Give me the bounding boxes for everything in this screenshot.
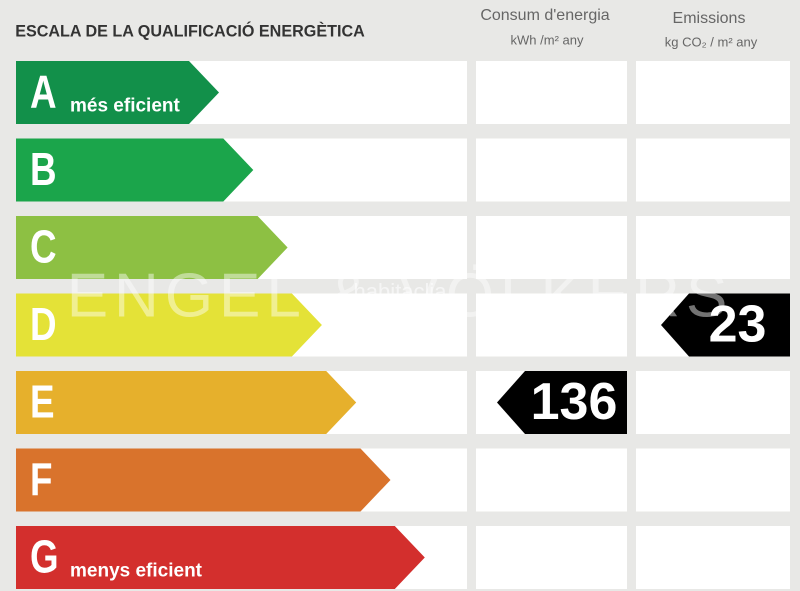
rating-arrow — [16, 216, 288, 279]
rating-label: més eficient — [70, 96, 180, 117]
column-unit: kg CO₂ / m² any — [665, 34, 758, 49]
rating-letter: E — [30, 376, 55, 428]
rating-letter: C — [30, 221, 57, 273]
watermark: ENGEL & VÖLKERS — [67, 261, 734, 330]
indicator-arrow — [661, 293, 790, 357]
watermark: habitaclia — [354, 279, 448, 304]
rating-letter: D — [30, 298, 57, 350]
row-cell — [476, 293, 627, 357]
title: ESCALA DE LA QUALIFICACIÓ ENERGÈTICA — [15, 21, 365, 40]
rating-letter: G — [30, 531, 59, 583]
rating-label: menys eficient — [70, 561, 203, 582]
row-cell — [476, 138, 627, 202]
rating-letter: A — [30, 66, 57, 118]
row-cell — [476, 526, 627, 589]
column-title: Consum d'energia — [480, 7, 609, 24]
column-unit: kWh /m² any — [511, 32, 584, 47]
rating-arrow — [16, 526, 425, 589]
row-cell — [636, 526, 790, 589]
row-cell — [476, 61, 627, 124]
rating-arrow — [16, 293, 322, 357]
row-cell — [636, 448, 790, 512]
indicator-value: 23 — [709, 296, 767, 354]
rating-arrow — [16, 61, 219, 124]
row-cell — [476, 448, 627, 512]
rating-arrow — [16, 448, 391, 512]
row-cell — [636, 371, 790, 434]
rating-letter: B — [30, 143, 57, 195]
rating-arrow — [16, 371, 357, 434]
rating-letter: F — [30, 453, 52, 505]
row-cell — [636, 216, 790, 279]
rating-arrow — [16, 138, 254, 202]
row-cell — [476, 216, 627, 279]
indicator-arrow — [497, 371, 627, 434]
indicator-value: 136 — [531, 373, 618, 431]
row-cell — [636, 138, 790, 202]
column-title: Emissions — [673, 10, 746, 27]
row-cell — [636, 61, 790, 124]
